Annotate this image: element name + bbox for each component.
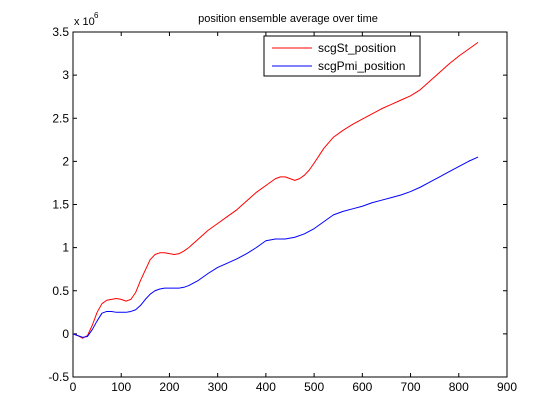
- y-tick-label: 2: [62, 154, 69, 168]
- y-multiplier-exponent: 6: [94, 11, 99, 20]
- y-tick-label: 2.5: [52, 111, 69, 125]
- series-line-scgSt_position: [72, 41, 479, 339]
- series-layer: [72, 41, 479, 339]
- y-tick-label: 1: [62, 241, 69, 255]
- plot-area: [72, 31, 508, 378]
- legend-label-scgPmi: scgPmi_position: [318, 59, 405, 73]
- x-axis-ticks: 0 100 200 300 400 500 600 700 800 900: [70, 32, 517, 394]
- x-tick-label: 900: [497, 380, 517, 394]
- y-tick-label: 0.5: [52, 284, 69, 298]
- y-tick-label: 3.5: [52, 25, 69, 39]
- x-tick-label: 400: [256, 380, 276, 394]
- x-tick-label: 200: [159, 380, 179, 394]
- legend-box: [263, 35, 421, 77]
- x-tick-label: 700: [401, 380, 421, 394]
- legend: scgSt_position scgPmi_position: [263, 35, 421, 77]
- legend-label-scgSt: scgSt_position: [318, 41, 396, 55]
- chart-title: position ensemble average over time: [198, 13, 378, 25]
- y-tick-label: 1.5: [52, 198, 69, 212]
- series-line-scgPmi_position: [72, 156, 479, 338]
- y-tick-label: -0.5: [48, 370, 69, 384]
- y-axis-ticks: -0.5 0 0.5 1 1.5 2 2.5 3 3.5: [48, 25, 507, 384]
- x-tick-label: 800: [449, 380, 469, 394]
- x-tick-label: 300: [208, 380, 228, 394]
- x-tick-label: 500: [304, 380, 324, 394]
- y-tick-label: 0: [62, 327, 69, 341]
- x-tick-label: 0: [70, 380, 77, 394]
- y-multiplier-label: x 10: [74, 16, 95, 28]
- y-tick-label: 3: [62, 68, 69, 82]
- x-tick-label: 600: [352, 380, 372, 394]
- x-tick-label: 100: [111, 380, 131, 394]
